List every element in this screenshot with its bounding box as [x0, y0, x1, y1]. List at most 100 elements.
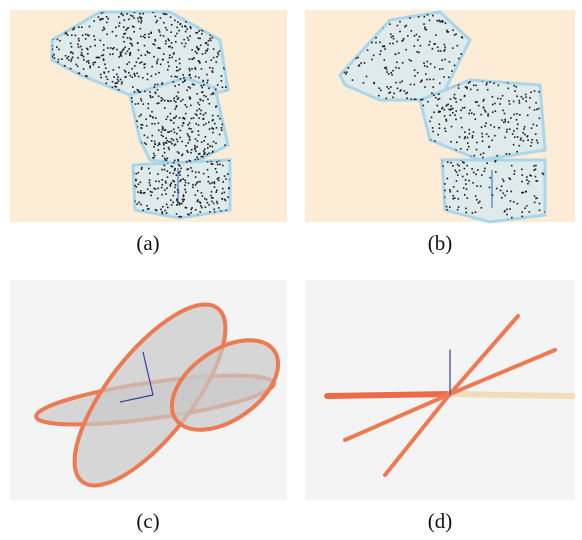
- point: [473, 131, 475, 133]
- point: [488, 136, 490, 138]
- point: [222, 181, 224, 183]
- point: [458, 165, 460, 167]
- point: [78, 40, 80, 42]
- point: [529, 174, 531, 176]
- point: [83, 59, 85, 61]
- point: [192, 187, 194, 189]
- point: [215, 143, 217, 145]
- point: [209, 67, 211, 69]
- point: [118, 16, 120, 18]
- point: [198, 134, 200, 136]
- point: [539, 210, 541, 212]
- point: [154, 39, 156, 41]
- point: [390, 72, 392, 74]
- point: [174, 85, 176, 87]
- point: [187, 124, 189, 126]
- point: [144, 67, 146, 69]
- point: [361, 224, 363, 226]
- point: [178, 92, 180, 94]
- point: [465, 183, 467, 185]
- point: [439, 127, 441, 129]
- point: [204, 152, 206, 154]
- point: [144, 45, 146, 47]
- point: [350, 224, 352, 226]
- point: [221, 127, 223, 129]
- point: [93, 35, 95, 37]
- point: [70, 43, 72, 45]
- point: [438, 111, 440, 113]
- point: [197, 190, 199, 192]
- point: [398, 52, 400, 54]
- point: [150, 95, 152, 97]
- point: [489, 187, 491, 189]
- point: [165, 137, 167, 139]
- point: [446, 105, 448, 107]
- point: [129, 62, 131, 64]
- point: [144, 91, 146, 93]
- point: [191, 68, 193, 70]
- point: [536, 140, 538, 142]
- point: [379, 42, 381, 44]
- point: [170, 141, 172, 143]
- point: [190, 28, 192, 30]
- point: [452, 195, 454, 197]
- point: [472, 135, 474, 137]
- point: [145, 119, 147, 121]
- point: [181, 203, 183, 205]
- point: [427, 66, 429, 68]
- point: [191, 149, 193, 151]
- point: [164, 129, 166, 131]
- point: [501, 185, 503, 187]
- point: [497, 98, 499, 100]
- point: [202, 195, 204, 197]
- point: [178, 164, 180, 166]
- point: [189, 70, 191, 72]
- point: [195, 176, 197, 178]
- point: [214, 183, 216, 185]
- point: [124, 19, 126, 21]
- point: [405, 49, 407, 51]
- point: [536, 125, 538, 127]
- point: [386, 98, 388, 100]
- point: [378, 95, 380, 97]
- point: [154, 44, 156, 46]
- point: [184, 185, 186, 187]
- point: [175, 35, 177, 37]
- point: [168, 149, 170, 151]
- point: [476, 199, 478, 201]
- point: [454, 94, 456, 96]
- point: [57, 61, 59, 63]
- point: [423, 62, 425, 64]
- point: [87, 53, 89, 55]
- point: [158, 29, 160, 31]
- point: [464, 138, 466, 140]
- point: [103, 71, 105, 73]
- point: [208, 40, 210, 42]
- point: [531, 139, 533, 141]
- point: [177, 21, 179, 23]
- point: [364, 62, 366, 64]
- point: [187, 37, 189, 39]
- point: [161, 97, 163, 99]
- point: [475, 101, 477, 103]
- point: [97, 57, 99, 59]
- point: [83, 56, 85, 58]
- point: [189, 122, 191, 124]
- point: [173, 100, 175, 102]
- point: [209, 38, 211, 40]
- point: [438, 50, 440, 52]
- point: [81, 52, 83, 54]
- point: [444, 109, 446, 111]
- point: [200, 113, 202, 115]
- point: [414, 35, 416, 37]
- point: [477, 89, 479, 91]
- point: [170, 119, 172, 121]
- point: [469, 133, 471, 135]
- point: [112, 31, 114, 33]
- point: [183, 194, 185, 196]
- point: [495, 110, 497, 112]
- point: [506, 190, 508, 192]
- point: [211, 182, 213, 184]
- point: [522, 216, 524, 218]
- point: [184, 79, 186, 81]
